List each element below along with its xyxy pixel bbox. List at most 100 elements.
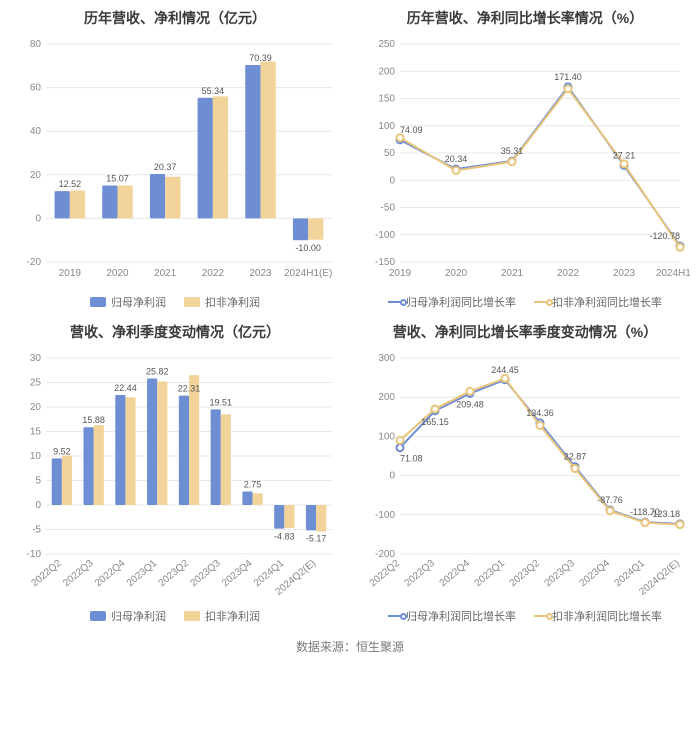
svg-text:20.37: 20.37 [154,162,177,172]
svg-text:-50: -50 [381,203,396,214]
svg-text:19.51: 19.51 [210,397,233,407]
svg-text:2023Q1: 2023Q1 [125,558,160,590]
panel-bl: 营收、净利季度变动情况（亿元） -10-50510152025302022Q22… [0,314,350,628]
svg-text:2022Q2: 2022Q2 [368,558,403,590]
svg-text:71.08: 71.08 [400,454,423,464]
svg-text:22.31: 22.31 [178,384,201,394]
legend-swatch [388,613,401,620]
svg-text:209.48: 209.48 [456,399,484,409]
chart-area: -150-100-5005010015020025020192020202120… [360,38,690,288]
svg-text:12.52: 12.52 [59,179,82,189]
svg-text:2024H1(E): 2024H1(E) [284,268,332,279]
svg-text:250: 250 [378,39,395,50]
svg-text:2022Q2: 2022Q2 [29,558,64,590]
chart-area: -10-50510152025302022Q22022Q32022Q42023Q… [10,352,340,602]
legend-swatch [90,297,106,307]
svg-text:9.52: 9.52 [53,446,71,456]
svg-text:2019: 2019 [59,268,82,279]
chart-title: 历年营收、净利情况（亿元） [84,8,266,28]
svg-text:5: 5 [35,476,41,487]
legend-item: 归母净利润同比增长率 [388,294,516,310]
svg-text:-120.78: -120.78 [649,231,680,241]
svg-text:-20: -20 [27,257,42,268]
svg-text:244.45: 244.45 [491,365,519,375]
svg-text:2.75: 2.75 [244,480,262,490]
svg-text:22.44: 22.44 [114,383,137,393]
panel-br: 营收、净利同比增长率季度变动情况（%） -200-100010020030020… [350,314,700,628]
legend: 归母净利润 扣非净利润 [90,608,260,624]
svg-text:60: 60 [30,83,42,94]
chart-title: 营收、净利季度变动情况（亿元） [70,322,280,342]
legend-item: 归母净利润 [90,608,166,624]
chart-area: -200-10001002003002022Q22022Q32022Q42023… [360,352,690,602]
legend-swatch [388,299,401,306]
legend-item: 扣非净利润 [184,294,260,310]
svg-text:-100: -100 [375,510,395,521]
legend-swatch [534,613,547,620]
svg-text:2023Q4: 2023Q4 [220,558,255,590]
svg-text:2023Q3: 2023Q3 [543,558,578,590]
svg-text:-123.18: -123.18 [649,509,680,519]
svg-text:-10: -10 [27,549,42,560]
legend-item: 扣非净利润 [184,608,260,624]
svg-text:2023: 2023 [249,268,272,279]
legend-swatch [184,297,200,307]
svg-text:165.15: 165.15 [421,417,449,427]
legend-label: 归母净利润 [111,294,166,310]
svg-text:2020: 2020 [445,268,468,279]
svg-text:50: 50 [384,148,396,159]
legend-swatch [90,611,106,621]
svg-text:2023Q3: 2023Q3 [188,558,223,590]
svg-text:2021: 2021 [154,268,177,279]
svg-text:2022Q3: 2022Q3 [403,558,438,590]
svg-text:55.34: 55.34 [202,86,225,96]
svg-text:200: 200 [378,392,395,403]
svg-text:10: 10 [30,451,42,462]
svg-text:2022: 2022 [202,268,225,279]
chart-title: 历年营收、净利同比增长率情况（%） [407,8,643,28]
svg-text:-5: -5 [32,525,41,536]
svg-text:0: 0 [389,471,395,482]
svg-text:200: 200 [378,66,395,77]
svg-text:171.40: 171.40 [554,72,582,82]
svg-text:-100: -100 [375,230,395,241]
svg-text:15: 15 [30,427,42,438]
legend-label: 扣非净利润 [205,294,260,310]
svg-text:2019: 2019 [389,268,412,279]
svg-text:15.07: 15.07 [106,174,129,184]
svg-text:25: 25 [30,378,42,389]
legend-swatch [534,299,547,306]
svg-text:-5.17: -5.17 [306,533,327,543]
svg-text:300: 300 [378,353,395,364]
legend: 归母净利润同比增长率 扣非净利润同比增长率 [388,608,662,624]
legend-label: 扣非净利润同比增长率 [552,294,662,310]
legend: 归母净利润 扣非净利润 [90,294,260,310]
svg-text:20: 20 [30,170,42,181]
svg-text:-87.76: -87.76 [597,495,623,505]
svg-text:20: 20 [30,402,42,413]
svg-text:0: 0 [389,175,395,186]
svg-text:0: 0 [35,213,41,224]
svg-text:0: 0 [35,500,41,511]
legend-swatch [184,611,200,621]
svg-text:-150: -150 [375,257,395,268]
svg-text:22.87: 22.87 [564,452,587,462]
chart-area: -20020406080201920202021202220232024H1(E… [10,38,340,288]
legend-label: 归母净利润同比增长率 [406,608,516,624]
legend: 归母净利润同比增长率 扣非净利润同比增长率 [388,294,662,310]
legend-item: 归母净利润同比增长率 [388,608,516,624]
svg-text:2024H1(E): 2024H1(E) [656,268,690,279]
svg-text:15.88: 15.88 [82,415,105,425]
panel-tl: 历年营收、净利情况（亿元） -2002040608020192020202120… [0,0,350,314]
svg-text:20.34: 20.34 [445,154,468,164]
svg-text:2022Q4: 2022Q4 [438,558,473,590]
svg-text:40: 40 [30,126,42,137]
svg-text:100: 100 [378,431,395,442]
svg-text:2022: 2022 [557,268,580,279]
chart-title: 营收、净利同比增长率季度变动情况（%） [393,322,657,342]
svg-text:74.09: 74.09 [400,125,423,135]
svg-text:-4.83: -4.83 [274,532,295,542]
svg-text:2023Q2: 2023Q2 [157,558,192,590]
svg-text:35.31: 35.31 [501,146,524,156]
svg-text:2023Q4: 2023Q4 [578,558,613,590]
